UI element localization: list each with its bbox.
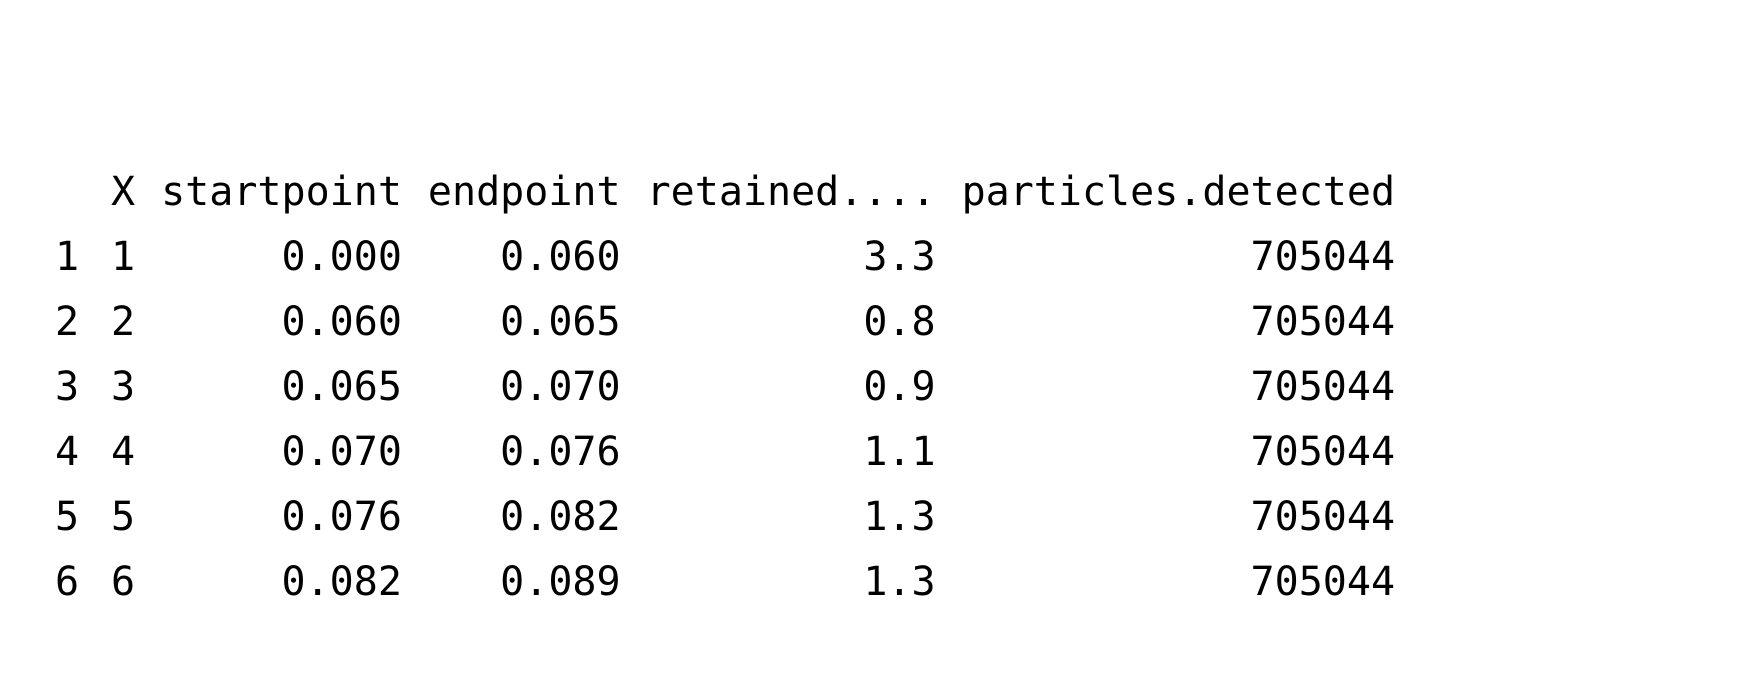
header-row: X startpoint endpoint retained.... parti… [55,160,1395,225]
cell-retained: 1.3 [863,559,936,605]
row-name: 3 [55,364,80,410]
cell-retained: 3.3 [863,234,936,280]
cell-particles-detected: 705044 [1250,299,1396,345]
cell-startpoint: 0.065 [281,364,402,410]
cell-startpoint: 0.060 [281,299,402,345]
table-row: 1 1 0.000 0.060 3.3 705044 [55,225,1395,290]
cell-startpoint: 0.082 [281,559,402,605]
r-console-output: X startpoint endpoint retained.... parti… [55,30,1395,680]
cell-endpoint: 0.060 [500,234,621,280]
cell-x: 1 [111,234,136,280]
header-x: X [111,169,136,215]
cell-particles-detected: 705044 [1250,494,1396,540]
cell-x: 5 [111,494,136,540]
cell-x: 6 [111,559,136,605]
data-frame-table: X startpoint endpoint retained.... parti… [55,160,1395,615]
cell-x: 3 [111,364,136,410]
cell-retained: 1.3 [863,494,936,540]
header-endpoint: endpoint [427,169,621,215]
cell-particles-detected: 705044 [1250,559,1396,605]
cell-endpoint: 0.070 [500,364,621,410]
cell-startpoint: 0.070 [281,429,402,475]
cell-startpoint: 0.000 [281,234,402,280]
cell-x: 4 [111,429,136,475]
row-name: 1 [55,234,80,280]
cell-endpoint: 0.089 [500,559,621,605]
table-header: X startpoint endpoint retained.... parti… [55,160,1395,225]
table-row: 6 6 0.082 0.089 1.3 705044 [55,550,1395,615]
table-row: 5 5 0.076 0.082 1.3 705044 [55,485,1395,550]
cell-retained: 1.1 [863,429,936,475]
table-row: 2 2 0.060 0.065 0.8 705044 [55,290,1395,355]
cell-retained: 0.8 [863,299,936,345]
table-row: 4 4 0.070 0.076 1.1 705044 [55,420,1395,485]
row-name: 5 [55,494,80,540]
row-name: 2 [55,299,80,345]
table-body: 1 1 0.000 0.060 3.3 705044 2 2 0.060 0.0… [55,225,1395,615]
cell-particles-detected: 705044 [1250,234,1396,280]
cell-endpoint: 0.065 [500,299,621,345]
cell-x: 2 [111,299,136,345]
cell-startpoint: 0.076 [281,494,402,540]
header-retained: retained.... [646,169,936,215]
header-rowname [55,160,85,225]
row-name: 6 [55,559,80,605]
cell-endpoint: 0.076 [500,429,621,475]
cell-particles-detected: 705044 [1250,364,1396,410]
header-startpoint: startpoint [161,169,402,215]
table-row: 3 3 0.065 0.070 0.9 705044 [55,355,1395,420]
header-particles-detected: particles.detected [961,169,1396,215]
cell-particles-detected: 705044 [1250,429,1396,475]
row-name: 4 [55,429,80,475]
cell-retained: 0.9 [863,364,936,410]
cell-endpoint: 0.082 [500,494,621,540]
